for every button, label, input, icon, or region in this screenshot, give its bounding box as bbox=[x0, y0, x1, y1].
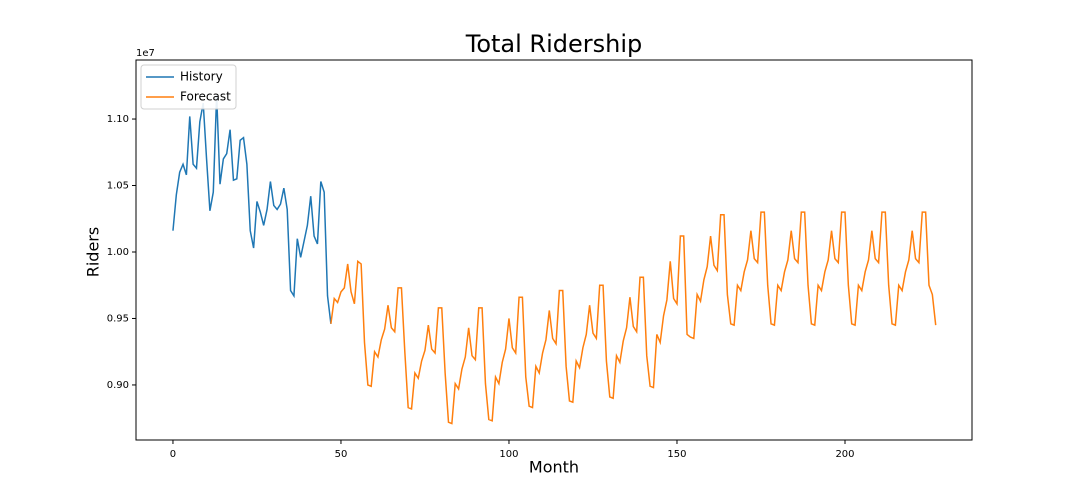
y-axis-label: Riders bbox=[84, 227, 103, 277]
x-tick-label: 100 bbox=[499, 449, 518, 460]
y-tick-label: 1.00 bbox=[107, 247, 129, 258]
y-offset-label: 1e7 bbox=[136, 48, 155, 59]
series-line bbox=[330, 211, 937, 425]
legend: History Forecast bbox=[140, 64, 237, 110]
legend-label: Forecast bbox=[180, 90, 231, 104]
legend-box bbox=[140, 64, 237, 110]
series-line bbox=[172, 95, 332, 324]
x-axis-label: Month bbox=[529, 458, 579, 477]
x-tick-label: 200 bbox=[835, 449, 854, 460]
x-tick-label: 0 bbox=[170, 449, 176, 460]
x-tick-label: 50 bbox=[335, 449, 348, 460]
y-tick-label: 0.90 bbox=[107, 380, 129, 391]
legend-label: History bbox=[180, 70, 223, 84]
axes-frame bbox=[135, 59, 973, 441]
chart-title: Total Ridership bbox=[465, 30, 643, 58]
x-tick-label: 150 bbox=[667, 449, 686, 460]
plot-area bbox=[172, 95, 937, 425]
y-tick-label: 0.95 bbox=[107, 313, 129, 324]
y-tick-label: 1.05 bbox=[107, 181, 129, 192]
y-tick-label: 1.10 bbox=[107, 114, 129, 125]
